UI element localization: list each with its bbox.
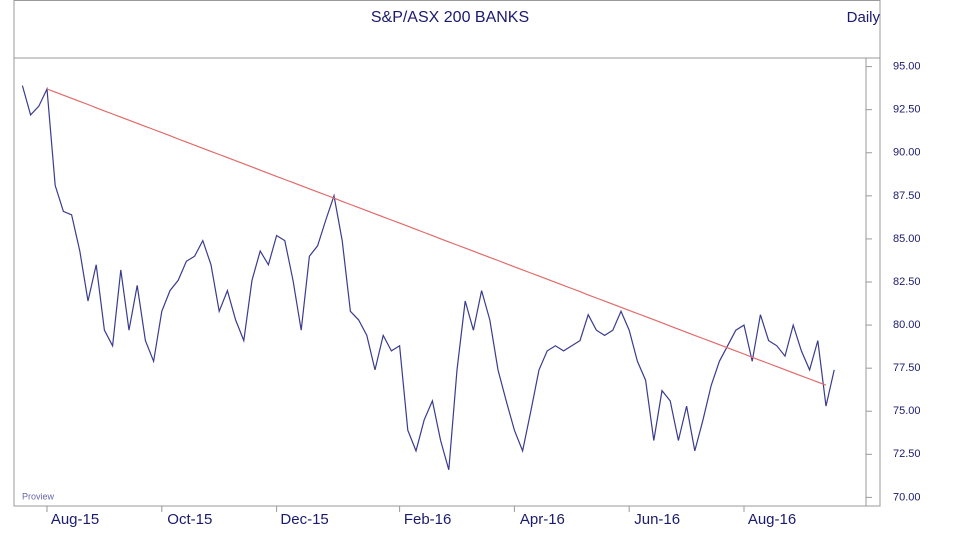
y-tick-label: 75.00 — [893, 405, 921, 417]
x-tick-label: Aug-16 — [748, 511, 796, 528]
x-tick-label: Dec-15 — [280, 511, 328, 528]
y-tick-label: 95.00 — [893, 61, 921, 73]
y-tick-label: 87.50 — [893, 190, 921, 202]
frame — [13, 0, 881, 507]
y-tick-label: 77.50 — [893, 362, 921, 374]
x-tick-label: Aug-15 — [51, 511, 99, 528]
annotation: Proview — [22, 491, 55, 501]
y-tick-label: 80.00 — [893, 319, 921, 331]
x-tick-label: Oct-15 — [167, 511, 212, 528]
y-tick-label: 85.00 — [893, 233, 921, 245]
chart-title: S&P/ASX 200 BANKS — [371, 9, 529, 26]
y-tick-label: 72.50 — [893, 448, 921, 460]
y-tick-label: 92.50 — [893, 104, 921, 116]
x-tick-label: Jun-16 — [634, 511, 680, 528]
x-tick-label: Apr-16 — [520, 511, 565, 528]
y-tick-label: 90.00 — [893, 147, 921, 159]
chart-subtitle: Daily — [847, 9, 881, 26]
x-tick-label: Feb-16 — [404, 511, 452, 528]
trend-line — [46, 88, 827, 386]
price-line — [21, 85, 835, 470]
y-tick-label: 82.50 — [893, 276, 921, 288]
y-tick-label: 70.00 — [893, 491, 921, 503]
